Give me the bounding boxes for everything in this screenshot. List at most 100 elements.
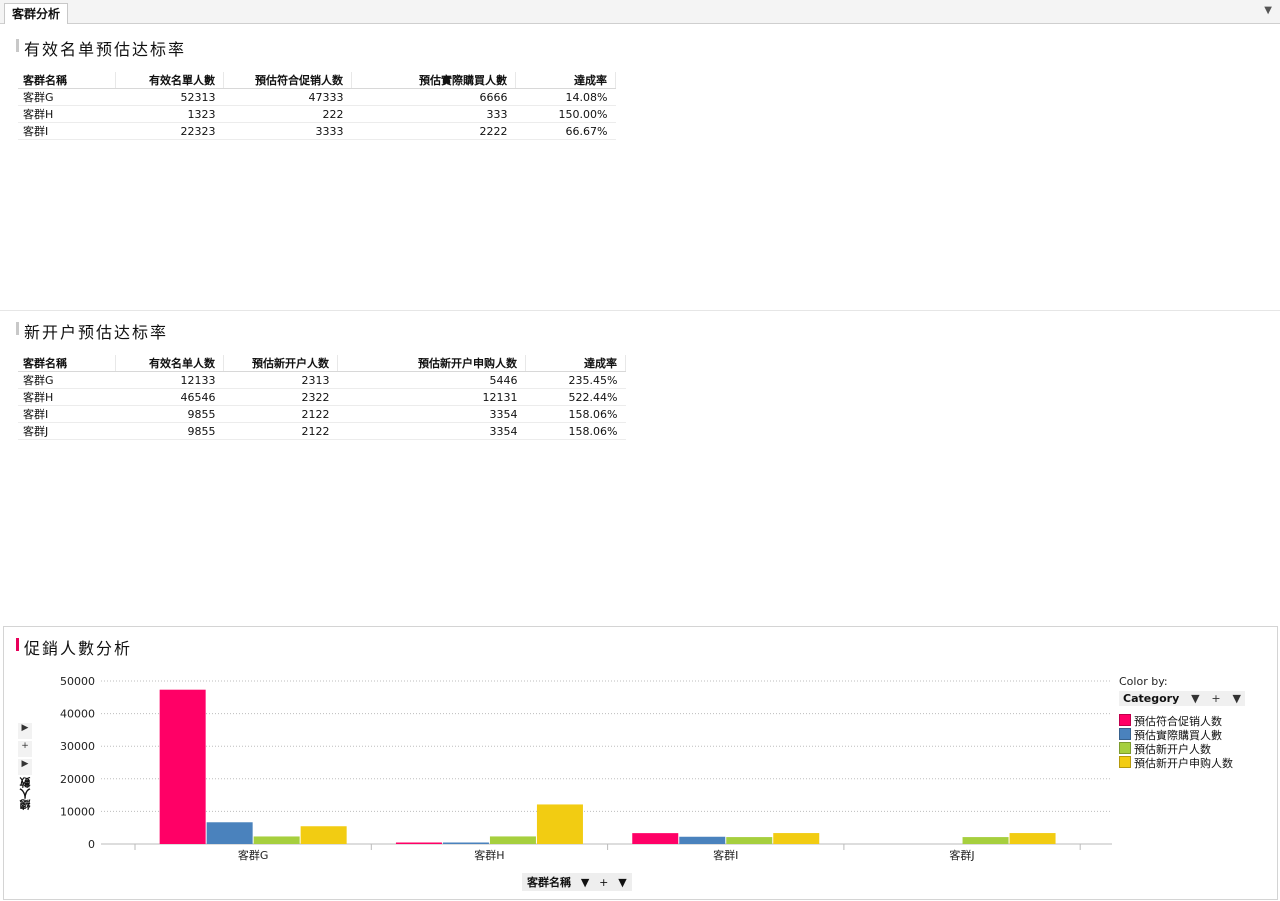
y-tick-label: 10000 xyxy=(60,805,95,818)
x-tick-label: 客群J xyxy=(949,848,974,862)
table-cell: 222 xyxy=(223,105,352,123)
bar-2-0 xyxy=(253,836,300,844)
table-row[interactable]: 客群G 12133 2313 5446 235.45% xyxy=(18,371,626,389)
table-cell: 3333 xyxy=(223,122,352,140)
table-cell: 客群J xyxy=(18,422,116,440)
x-tick-label: 客群G xyxy=(238,848,269,862)
tab-menu-icon[interactable]: ▼ xyxy=(1264,5,1272,16)
legend-item[interactable]: 預估新开户人数 xyxy=(1119,742,1245,756)
add-icon[interactable]: + xyxy=(599,876,609,889)
y-add-icon[interactable]: + xyxy=(18,741,32,757)
y-tick-label: 0 xyxy=(88,838,95,851)
y-expand-icon[interactable]: ▶ xyxy=(18,723,32,739)
bar-3-0 xyxy=(300,826,347,844)
chevron-down-icon[interactable]: ▼ xyxy=(618,876,627,889)
chevron-down-icon[interactable]: ▼ xyxy=(1232,692,1241,705)
y-tick-label: 30000 xyxy=(60,740,95,753)
column-header[interactable]: 達成率 xyxy=(515,72,616,89)
panel-title: 新开户预估达标率 xyxy=(16,319,168,343)
table-cell: 22323 xyxy=(115,122,224,140)
new-account-table: 客群名稱 有效名单人数 預估新开户人数 預估新开户申购人数 達成率 客群G 12133 23… xyxy=(18,355,626,440)
table-cell: 5446 xyxy=(337,371,526,389)
table-cell: 2122 xyxy=(223,422,338,440)
table-row[interactable]: 客群H 46546 2322 12131 522.44% xyxy=(18,388,626,406)
color-by-selector[interactable]: Category ▼ + ▼ xyxy=(1119,691,1245,706)
column-header[interactable]: 預估實際購買人數 xyxy=(351,72,516,89)
color-by-label: Color by: xyxy=(1119,675,1168,688)
color-by-value: Category xyxy=(1123,692,1180,705)
legend-label: 預估符合促销人数 xyxy=(1134,715,1222,728)
chart-legend: Color by: Category ▼ + ▼ 預估符合促销人数 預估實際購買人… xyxy=(1119,675,1245,770)
panel-title: 促銷人數分析 xyxy=(16,635,132,659)
table-cell: 客群H xyxy=(18,105,116,123)
bar-3-1 xyxy=(536,804,583,844)
y-expand-icon-2[interactable]: ▶ xyxy=(18,759,32,775)
table-row[interactable]: 客群H 1323 222 333 150.00% xyxy=(18,105,616,123)
table-cell: 14.08% xyxy=(515,88,616,106)
table-cell: 235.45% xyxy=(525,371,626,389)
valid-list-panel: 有效名单预估达标率 客群名稱 有效名單人數 預估符合促销人数 預估實際購買人數 達成率 … xyxy=(0,26,1280,306)
tab-customer-analysis[interactable]: 客群分析 xyxy=(4,3,69,24)
title-marker xyxy=(16,39,19,52)
panel-title: 有效名单预估达标率 xyxy=(16,36,186,60)
table-cell: 2122 xyxy=(223,405,338,423)
bar-0-2 xyxy=(632,833,679,844)
legend-item[interactable]: 預估實際購買人數 xyxy=(1119,728,1245,742)
bar-2-2 xyxy=(726,837,773,844)
legend-items: 預估符合促销人数 預估實際購買人數 預估新开户人数 預估新开户申购人数 xyxy=(1119,714,1245,770)
x-axis-selector[interactable]: 客群名稱 ▼ + ▼ xyxy=(522,873,632,891)
title-marker xyxy=(16,322,19,335)
promotion-chart-panel: 0 10000 20000 30000 40000 50000 客群G 客群H 客群I 客群J 促… xyxy=(3,626,1278,900)
x-axis-selector-label: 客群名稱 xyxy=(527,876,571,889)
chevron-down-icon[interactable]: ▼ xyxy=(580,876,590,889)
column-header[interactable]: 有效名單人數 xyxy=(115,72,224,89)
table-cell: 2322 xyxy=(223,388,338,406)
bar-1-1 xyxy=(442,842,489,844)
tab-strip: 客群分析 ▼ xyxy=(0,0,1280,24)
bar-0-0 xyxy=(159,689,206,844)
table-cell: 1323 xyxy=(115,105,224,123)
table-cell: 46546 xyxy=(115,388,224,406)
table-cell: 47333 xyxy=(223,88,352,106)
column-header[interactable]: 有效名单人数 xyxy=(115,355,224,372)
table-row[interactable]: 客群I 9855 2122 3354 158.06% xyxy=(18,405,626,423)
legend-swatch xyxy=(1119,728,1131,740)
column-header[interactable]: 預估符合促销人数 xyxy=(223,72,352,89)
column-header[interactable]: 達成率 xyxy=(525,355,626,372)
column-header[interactable]: 預估新开户人数 xyxy=(223,355,338,372)
bar-chart: 0 10000 20000 30000 40000 50000 客群G 客群H 客群I 客群J xyxy=(60,675,1112,862)
table-cell: 12133 xyxy=(115,371,224,389)
column-header[interactable]: 客群名稱 xyxy=(18,72,116,89)
legend-swatch xyxy=(1119,742,1131,754)
legend-swatch xyxy=(1119,714,1131,726)
table-cell: 158.06% xyxy=(525,405,626,423)
table-cell: 12131 xyxy=(337,388,526,406)
legend-label: 預估新开户申购人数 xyxy=(1134,757,1233,770)
table-cell: 2313 xyxy=(223,371,338,389)
table-cell: 9855 xyxy=(115,405,224,423)
table-cell: 66.67% xyxy=(515,122,616,140)
legend-item[interactable]: 預估符合促销人数 xyxy=(1119,714,1245,728)
table-cell: 9855 xyxy=(115,422,224,440)
legend-item[interactable]: 預估新开户申购人数 xyxy=(1119,756,1245,770)
legend-label: 預估實際購買人數 xyxy=(1134,729,1222,742)
table-cell: 客群I xyxy=(18,405,116,423)
bar-1-0 xyxy=(206,822,253,844)
table-cell: 158.06% xyxy=(525,422,626,440)
table-cell: 522.44% xyxy=(525,388,626,406)
add-icon[interactable]: + xyxy=(1211,692,1221,705)
table-row[interactable]: 客群I 22323 3333 2222 66.67% xyxy=(18,122,616,140)
column-header[interactable]: 預估新开户申购人数 xyxy=(337,355,526,372)
chevron-down-icon[interactable]: ▼ xyxy=(1191,692,1200,705)
bar-3-3 xyxy=(1009,833,1056,844)
table-cell: 3354 xyxy=(337,422,526,440)
table-cell: 客群G xyxy=(18,88,116,106)
table-cell: 52313 xyxy=(115,88,224,106)
column-header[interactable]: 客群名稱 xyxy=(18,355,116,372)
legend-swatch xyxy=(1119,756,1131,768)
table-row[interactable]: 客群J 9855 2122 3354 158.06% xyxy=(18,422,626,440)
table-cell: 2222 xyxy=(351,122,516,140)
bar-0-1 xyxy=(395,842,442,844)
table-row[interactable]: 客群G 52313 47333 6666 14.08% xyxy=(18,88,616,106)
new-account-panel: 新开户预估达标率 客群名稱 有效名单人数 預估新开户人数 預估新开户申购人数 達成率 客… xyxy=(0,310,1280,622)
